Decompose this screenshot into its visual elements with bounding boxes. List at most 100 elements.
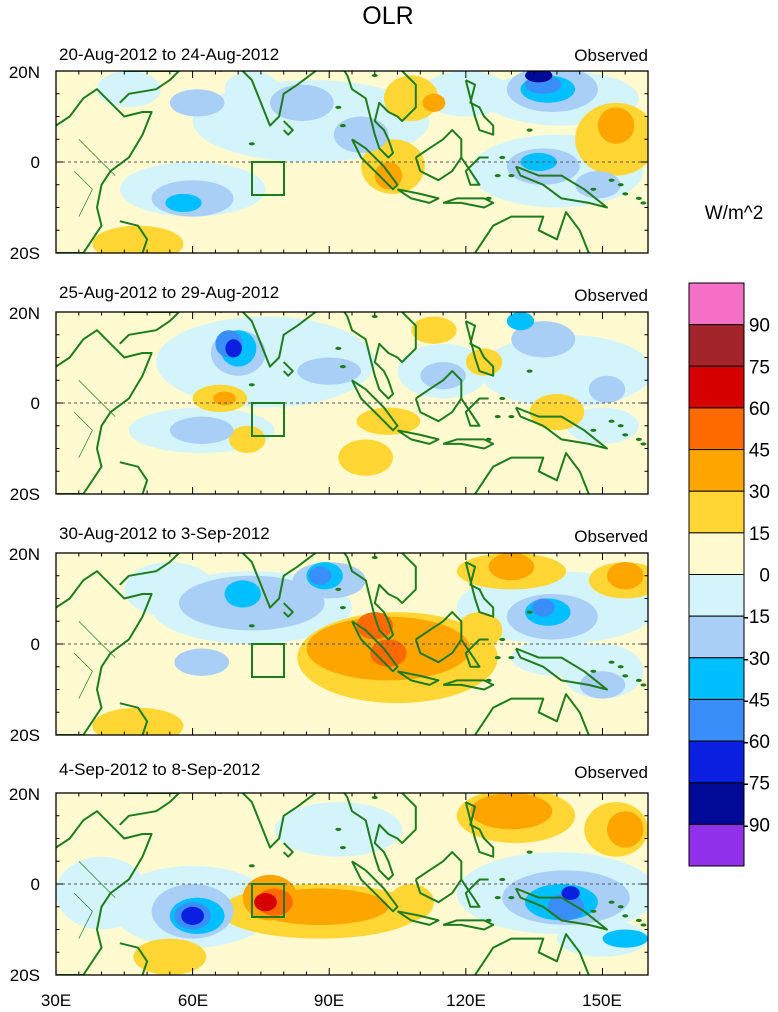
coastline — [219, 312, 417, 400]
colorbar-swatches — [688, 282, 745, 867]
panel-1-ylabel-20s: 20S — [10, 244, 40, 263]
coastline — [460, 878, 489, 908]
island — [339, 124, 346, 128]
island — [335, 105, 342, 109]
panel-3-ylabel-20s: 20S — [10, 726, 40, 745]
colorbar-swatch-7 — [688, 574, 745, 617]
coastline — [56, 570, 153, 735]
anomaly-contour — [602, 929, 648, 948]
island — [339, 606, 346, 610]
panel-1-field — [56, 71, 648, 253]
panel-2-period: 25-Aug-2012 to 29-Aug-2012 — [59, 283, 279, 302]
anomaly-contour — [229, 425, 266, 454]
colorbar-swatch-12 — [688, 782, 745, 825]
colorbar-label-4: 30 — [749, 482, 770, 503]
panel-4-ylabel-20s: 20S — [10, 966, 40, 985]
anomaly-contour — [224, 580, 261, 608]
island — [622, 433, 629, 437]
panel-3-period: 30-Aug-2012 to 3-Sep-2012 — [59, 524, 270, 543]
anomaly-contour — [411, 316, 457, 344]
anomaly-contour — [181, 906, 204, 925]
island — [526, 610, 533, 614]
coastline — [474, 933, 590, 975]
anomaly-contour — [338, 439, 393, 476]
anomaly-contour — [356, 612, 393, 640]
panel-3-ylabel-0: 0 — [31, 635, 40, 654]
anomaly-contour — [225, 339, 242, 358]
panel-4-field — [56, 793, 648, 975]
anomaly-contour — [597, 107, 635, 144]
coastline — [119, 461, 149, 494]
panel-1-ylabel-20n: 20N — [9, 63, 40, 82]
colorbar-units: W/m^2 — [705, 203, 764, 224]
island — [339, 846, 346, 850]
coastline — [460, 156, 489, 186]
anomaly-contour — [169, 416, 234, 444]
anomaly-contour — [333, 116, 389, 153]
coastline — [282, 120, 294, 136]
island — [608, 660, 615, 664]
island — [499, 877, 506, 882]
colorbar-label-12: -90 — [743, 815, 770, 836]
coastline — [119, 793, 180, 826]
island — [494, 174, 501, 178]
coastline — [396, 429, 440, 445]
coastline — [515, 406, 608, 450]
anomaly-contour — [566, 407, 639, 444]
island — [248, 624, 255, 628]
anomaly-contour — [297, 357, 362, 385]
island — [640, 442, 647, 446]
x-label-150e: 150E — [582, 991, 622, 1010]
coastline — [351, 620, 399, 673]
coastline — [442, 679, 495, 691]
coastline — [56, 329, 153, 494]
coastline — [414, 370, 463, 423]
anomaly-contour — [607, 811, 644, 848]
border-line — [78, 621, 116, 658]
island — [485, 678, 492, 682]
coastline — [219, 553, 417, 641]
panel-3-label: Observed — [574, 527, 648, 546]
colorbar-swatch-5 — [688, 490, 745, 534]
colorbar-label-11: -75 — [743, 774, 770, 795]
anomaly-contour — [506, 312, 535, 331]
island — [508, 415, 515, 419]
island — [494, 896, 501, 900]
panel-1-coastlines — [56, 71, 647, 253]
island — [617, 665, 624, 669]
island — [617, 424, 624, 428]
island — [635, 918, 642, 922]
anomaly-contour — [531, 598, 555, 617]
anomaly-contour — [92, 225, 184, 253]
colorbar-label-2: 60 — [749, 399, 770, 420]
anomaly-contour — [92, 707, 184, 735]
panel-4-frame — [55, 792, 649, 976]
coastline — [219, 71, 417, 159]
coastline — [282, 842, 294, 858]
anomaly-contour — [588, 375, 626, 403]
coastline — [351, 379, 399, 432]
anomaly-contour — [213, 391, 236, 406]
panel-4-ylabel-20n: 20N — [9, 785, 40, 804]
colorbar-swatch-4 — [688, 449, 745, 492]
coastline — [219, 793, 417, 881]
island — [508, 656, 515, 660]
colorbar-label-6: 0 — [759, 566, 770, 587]
colorbar-label-1: 75 — [749, 357, 770, 378]
island — [335, 587, 342, 591]
figure-title: OLR — [362, 2, 413, 30]
panel-4-study-box — [251, 883, 285, 918]
x-label-90e: 90E — [314, 991, 344, 1010]
island — [590, 909, 597, 913]
coastline — [464, 801, 495, 858]
panel-3-ylabel-20n: 20N — [9, 545, 40, 564]
panel-2-study-box — [251, 402, 285, 437]
coastline — [414, 129, 463, 182]
coastline — [396, 188, 440, 204]
colorbar-label-5: 15 — [749, 524, 770, 545]
island — [335, 827, 342, 831]
anomaly-contour — [420, 362, 466, 390]
anomaly-contour — [470, 793, 553, 830]
anomaly-contour — [607, 562, 644, 590]
panel-4-ylabel-0: 0 — [31, 875, 40, 894]
